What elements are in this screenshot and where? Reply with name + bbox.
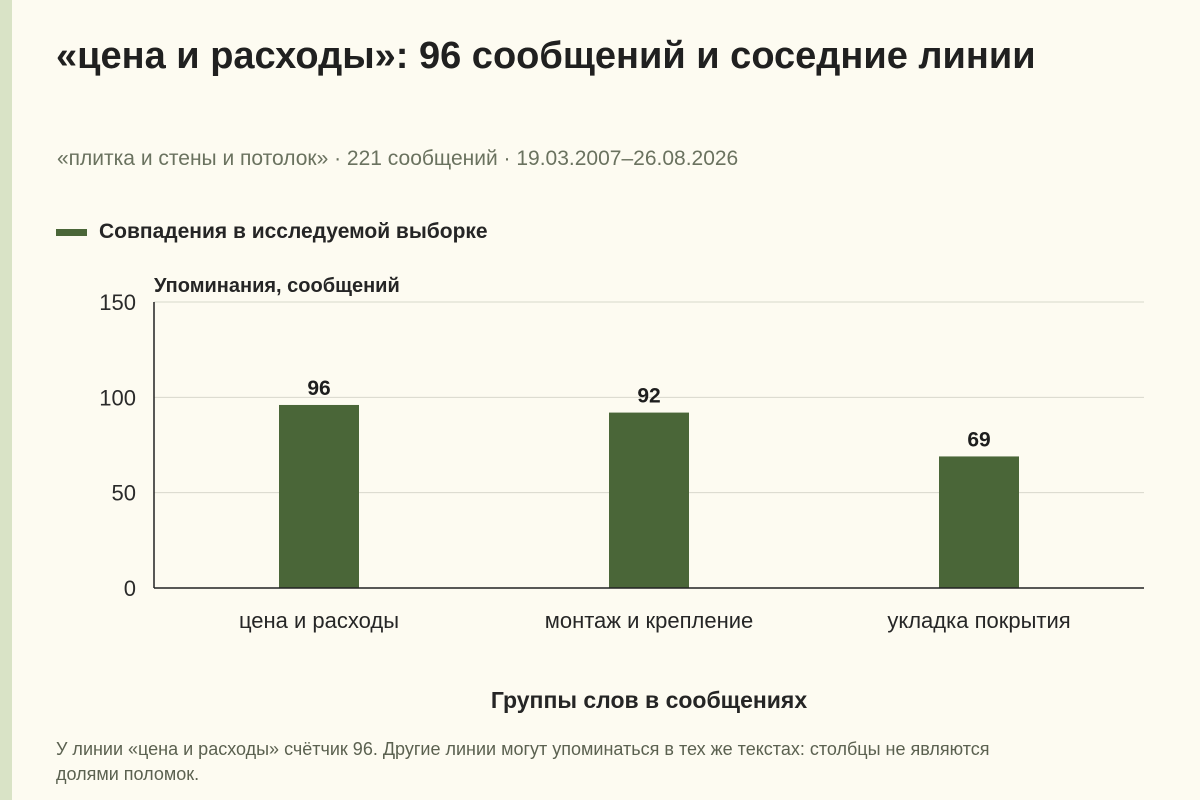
bar	[279, 404, 359, 588]
x-axis-label: Группы слов в сообщениях	[491, 687, 807, 713]
x-axis-ticks: цена и расходы монтаж и крепление укладка …	[239, 608, 1071, 633]
chart-legend: Совпадения в исследуемой выборке	[56, 218, 488, 246]
bar	[939, 456, 1019, 588]
y-axis-ticks: 0 50 100 150	[99, 290, 136, 601]
y-tick-label: 0	[124, 576, 136, 601]
x-tick-label: монтаж и крепление	[545, 608, 754, 633]
chart-title: «цена и расходы»: 96 сообщений и соседни…	[56, 35, 1036, 77]
data-labels: 96 92 69	[307, 377, 990, 451]
chart-subtitle: «плитка и стены и потолок» · 221 сообщен…	[57, 147, 739, 170]
legend-swatch	[56, 228, 87, 236]
y-tick-label: 150	[99, 290, 136, 315]
x-tick-label: укладка покрытия	[887, 608, 1070, 633]
x-tick-label: цена и расходы	[239, 608, 399, 633]
bars	[279, 404, 1019, 588]
y-tick-label: 100	[99, 385, 136, 410]
bar-value-label: 96	[307, 377, 330, 400]
bar-value-label: 69	[967, 428, 990, 451]
footnote: У линии «цена и расходы» счётчик 96. Дру…	[56, 739, 990, 784]
y-axis-label: Упоминания, сообщений	[154, 275, 400, 297]
bar-value-label: 92	[637, 385, 660, 408]
legend-label: Совпадения в исследуемой выборке	[99, 220, 488, 243]
y-tick-label: 50	[112, 481, 136, 506]
bar	[609, 412, 689, 588]
left-accent-strip	[0, 0, 12, 800]
